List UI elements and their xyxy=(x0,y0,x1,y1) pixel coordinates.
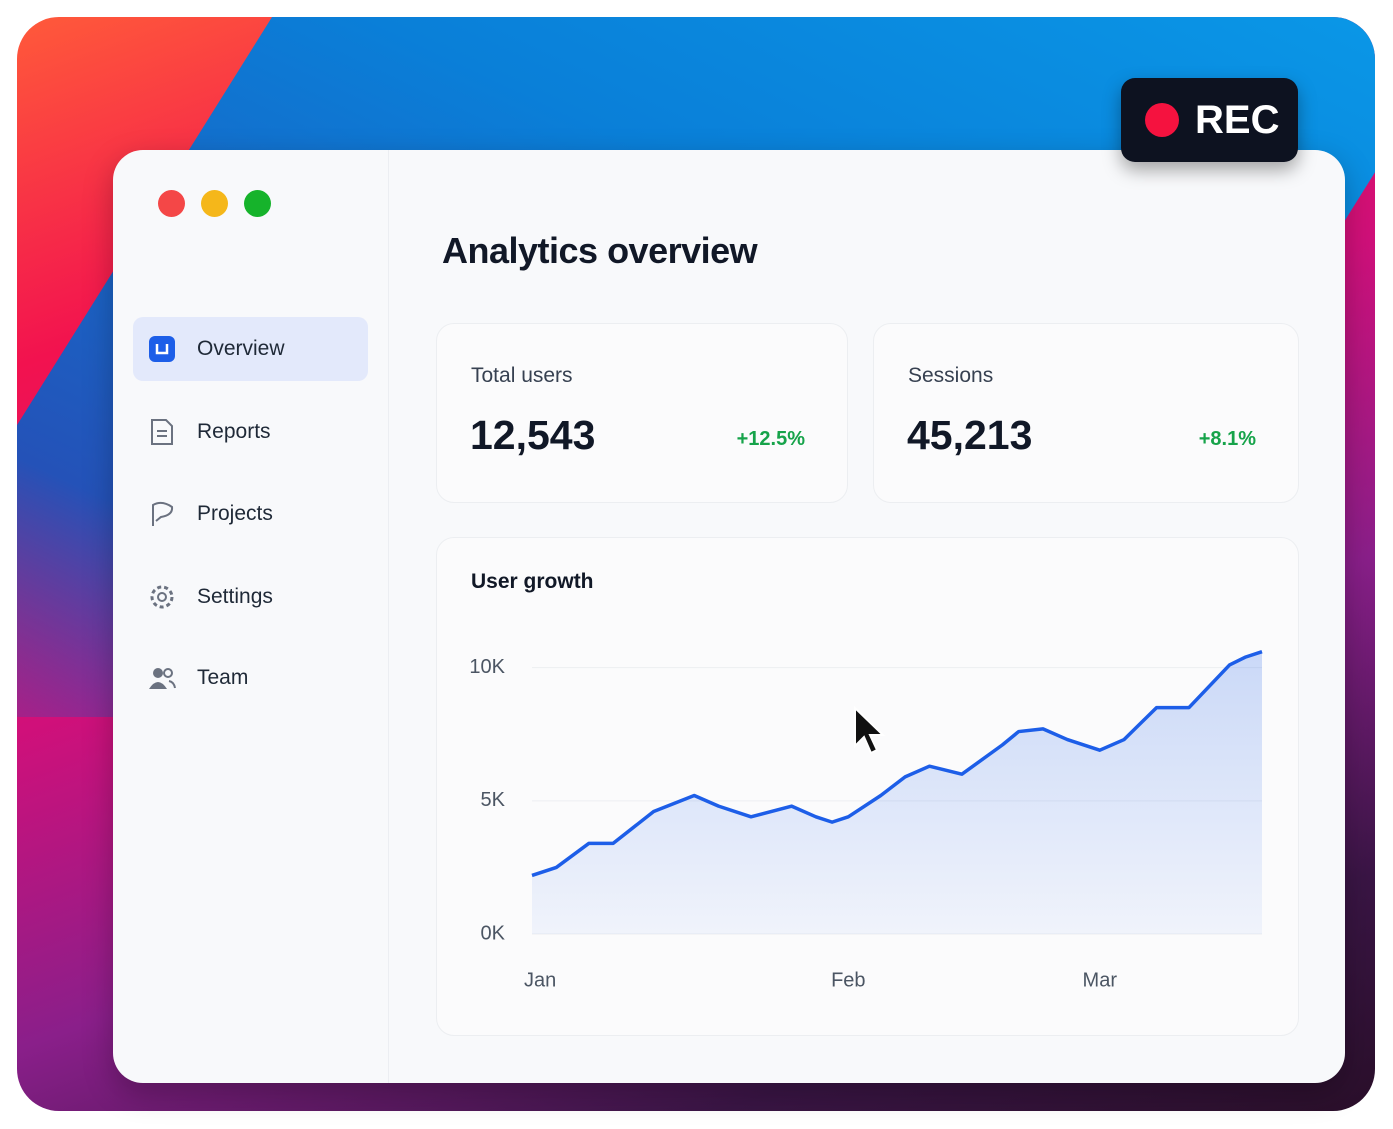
stat-label: Sessions xyxy=(908,364,994,387)
rec-dot xyxy=(1145,103,1179,137)
chart-title: User growth xyxy=(471,570,594,593)
chart: User growth 0K 5K 10K Jan Feb Mar xyxy=(469,570,1263,991)
nav-label: Reports xyxy=(197,420,271,443)
icon xyxy=(151,419,173,445)
app-window: Overview Reports Projects Settings Team … xyxy=(113,150,1345,1083)
stat-change: +12.5% xyxy=(736,428,805,450)
nav-label: Overview xyxy=(197,337,285,360)
icon xyxy=(152,501,174,526)
sidebar: Overview Reports Projects Settings Team xyxy=(113,150,389,1083)
stat-value: 45,213 xyxy=(907,412,1033,458)
nav-item[interactable]: Reports xyxy=(133,400,368,464)
icon xyxy=(149,336,175,362)
stat-label: Total users xyxy=(471,364,573,387)
nav-label: Team xyxy=(197,666,249,689)
x-tick-label: Feb xyxy=(831,969,865,991)
nav-item[interactable]: Settings xyxy=(133,565,368,629)
y-tick-label: 5K xyxy=(481,789,506,811)
y-tick-label: 0K xyxy=(481,922,506,944)
rec-label: REC xyxy=(1195,97,1280,142)
close-button[interactable] xyxy=(158,190,185,217)
icon xyxy=(150,585,174,609)
x-tick-label: Jan xyxy=(524,969,556,991)
stat-card: Sessions 45,213 +8.1% xyxy=(873,323,1299,503)
stat-card: Total users 12,543 +12.5% xyxy=(436,323,848,503)
rec-badge: REC xyxy=(1121,78,1298,162)
stat-change: +8.1% xyxy=(1198,428,1256,450)
area xyxy=(532,651,1262,934)
stat-value: 12,543 xyxy=(470,412,596,458)
nav-item[interactable]: Overview xyxy=(133,317,368,381)
y-tick-label: 10K xyxy=(469,656,505,678)
page-title: Analytics overview xyxy=(442,230,758,271)
x-tick-label: Mar xyxy=(1083,969,1118,991)
icon xyxy=(149,668,176,689)
chart-card: User growth 0K 5K 10K Jan Feb Mar xyxy=(436,537,1299,1036)
cursor xyxy=(854,706,886,755)
minimize-button[interactable] xyxy=(201,190,228,217)
nav-label: Settings xyxy=(197,585,273,608)
nav-item[interactable]: Projects xyxy=(133,482,368,546)
nav-item[interactable]: Team xyxy=(133,646,368,710)
maximize-button[interactable] xyxy=(244,190,271,217)
nav-label: Projects xyxy=(197,502,273,525)
line xyxy=(531,649,1263,878)
